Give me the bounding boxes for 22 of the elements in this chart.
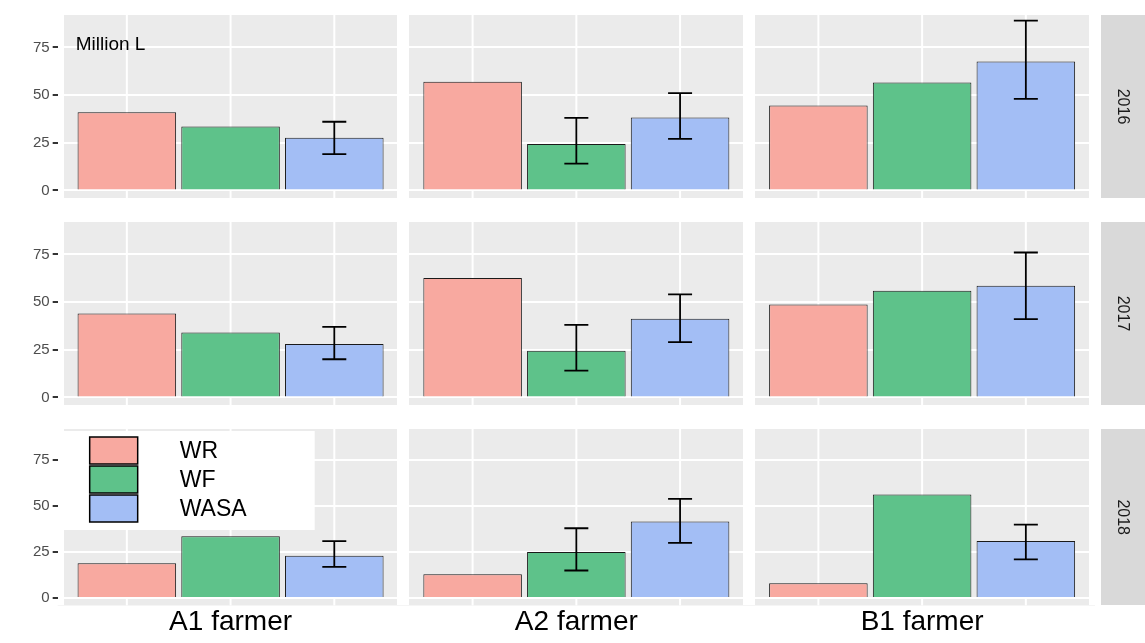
y-tick-label: 50 (33, 496, 50, 514)
y-tick-label: 25 (33, 132, 50, 150)
y-tick-label: 50 (33, 292, 50, 310)
legend-label: WR (179, 436, 219, 463)
y-tick-label: 75 (33, 37, 50, 55)
y-tick-label: 25 (33, 339, 50, 357)
y-tick-label: 0 (41, 180, 50, 198)
x-tick-label: A2 farmer (514, 604, 638, 636)
legend-label: WF (179, 465, 216, 492)
y2-axis-title: 2018 (1114, 499, 1132, 536)
y-tick-label: 0 (41, 588, 50, 606)
y-tick-label: 25 (33, 542, 50, 560)
x-tick-label: A1 farmer (169, 604, 293, 636)
annotation: Million L (75, 32, 146, 54)
y2-axis-title: 2017 (1114, 295, 1132, 332)
x-tick-label: B1 farmer (860, 604, 984, 636)
y2-axis-title: 2016 (1114, 88, 1132, 125)
y-tick-label: 50 (33, 85, 50, 103)
legend-label: WASA (179, 494, 248, 521)
y-tick-label: 0 (41, 387, 50, 405)
y-tick-label: 75 (33, 244, 50, 262)
y-tick-label: 75 (33, 450, 50, 468)
